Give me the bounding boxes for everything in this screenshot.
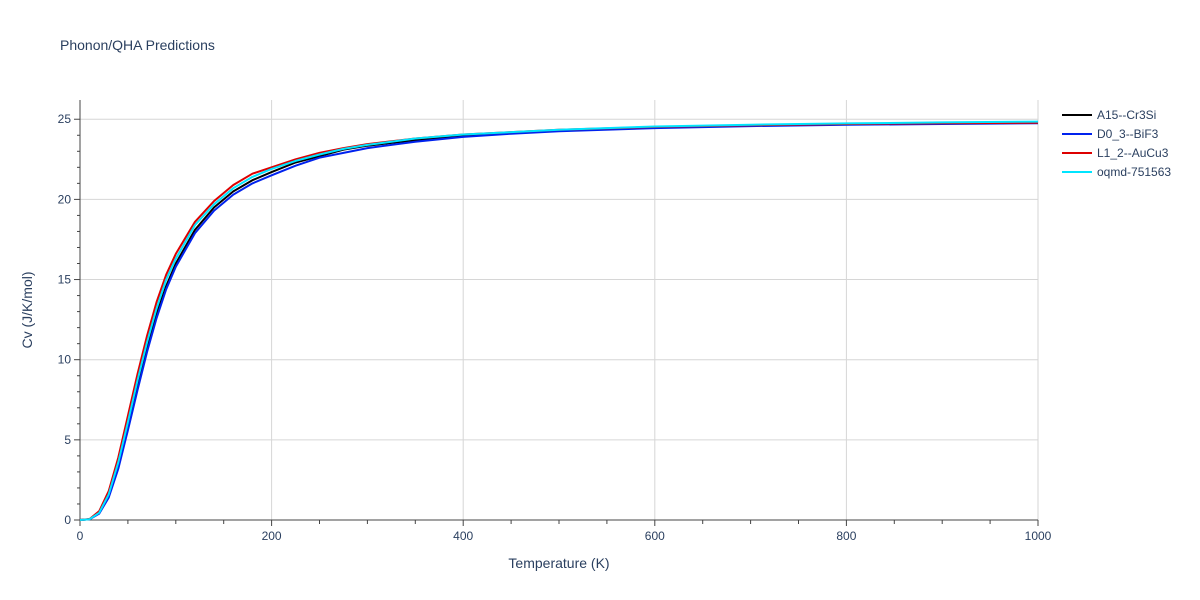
legend-item-3[interactable]: L1_2--AuCu3 xyxy=(1062,146,1169,160)
series-line-4 xyxy=(79,120,1039,521)
series-line-1 xyxy=(79,121,1039,521)
series-line-3 xyxy=(79,121,1039,521)
legend-label: oqmd-751563 xyxy=(1097,165,1171,179)
legend-label: D0_3--BiF3 xyxy=(1097,127,1159,141)
axis-layer: 0 200 400 600 800 1000 0 5 10 15 20 25 xyxy=(58,100,1052,543)
legend-item-4[interactable]: oqmd-751563 xyxy=(1062,165,1171,179)
x-tick-label: 400 xyxy=(453,529,473,543)
series-line-2 xyxy=(79,122,1039,521)
y-tick-label: 10 xyxy=(58,353,72,367)
legend-label: A15--Cr3Si xyxy=(1097,108,1156,122)
x-axis-title: Temperature (K) xyxy=(508,555,609,571)
y-tick-label: 25 xyxy=(58,112,72,126)
series-layer xyxy=(79,120,1039,521)
x-tick-label: 200 xyxy=(262,529,282,543)
x-tick-label: 1000 xyxy=(1025,529,1052,543)
y-tick-label: 15 xyxy=(58,273,72,287)
y-axis-title: Cv (J/K/mol) xyxy=(19,272,35,349)
y-tick-label: 20 xyxy=(58,192,72,206)
x-tick-label: 0 xyxy=(77,529,84,543)
legend-item-2[interactable]: D0_3--BiF3 xyxy=(1062,127,1159,141)
grid-layer xyxy=(80,100,1039,520)
y-tick-label: 5 xyxy=(64,433,71,447)
x-tick-label: 600 xyxy=(645,529,665,543)
x-tick-label: 800 xyxy=(836,529,856,543)
legend-label: L1_2--AuCu3 xyxy=(1097,146,1169,160)
chart-title: Phonon/QHA Predictions xyxy=(60,37,215,53)
legend-item-1[interactable]: A15--Cr3Si xyxy=(1062,108,1156,122)
y-tick-label: 0 xyxy=(64,513,71,527)
legend[interactable]: A15--Cr3Si D0_3--BiF3 L1_2--AuCu3 oqmd-7515… xyxy=(1062,108,1171,179)
